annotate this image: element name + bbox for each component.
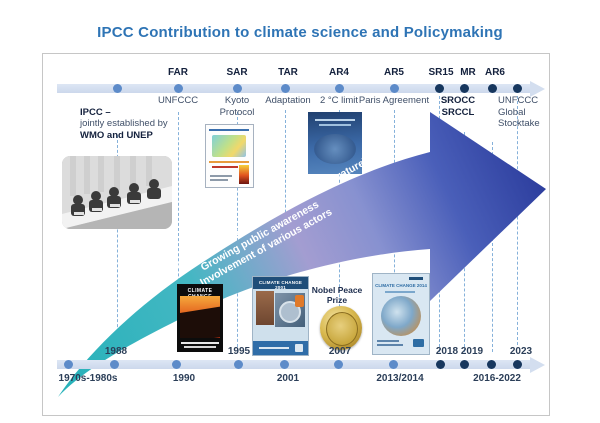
top-dot-future <box>513 84 522 93</box>
top-timeline-arrowhead <box>530 80 545 97</box>
top-dot-ipcc <box>113 84 122 93</box>
year-2016-2022: 2016-2022 <box>473 373 521 384</box>
connector-dash-ar6 <box>492 142 493 352</box>
year-2007: 2007 <box>328 346 352 357</box>
tar-cover-title: CLIMATE CHANGE 2001 <box>258 280 303 290</box>
nobel-medal <box>320 306 362 350</box>
year-1988: 1988 <box>104 346 128 357</box>
event-unfccc: UNFCCC <box>157 95 199 106</box>
report-label-ar4: AR4 <box>328 67 350 78</box>
top-dot-ar5 <box>390 84 399 93</box>
tar-collage-right <box>275 293 305 327</box>
bottom-dot-2023 <box>513 360 522 369</box>
report-label-ar5: AR5 <box>383 67 405 78</box>
ar4-map-graphic <box>314 134 356 164</box>
event-global-stocktake: UNFCCC Global Stocktake <box>498 95 540 129</box>
sar-report-cover <box>205 124 254 188</box>
event-kyoto: Kyoto Protocol <box>219 95 255 118</box>
tar-cover-header: CLIMATE CHANGE 2001 <box>253 277 308 290</box>
tar-cover-footer <box>253 341 308 355</box>
far-cover-art <box>180 296 220 338</box>
event-2c-limit: 2 °C limit <box>319 95 359 106</box>
top-dot-sr15 <box>435 84 444 93</box>
bottom-dot-1970s <box>64 360 73 369</box>
ar5-globe-graphic <box>381 296 421 336</box>
ar5-report-cover: CLIMATE CHANGE 2014 <box>372 273 430 355</box>
bottom-dot-1988 <box>110 360 119 369</box>
year-2019: 2019 <box>460 346 484 357</box>
tar-collage-left <box>256 291 274 325</box>
bottom-dot-2007 <box>334 360 343 369</box>
top-dot-ar4 <box>335 84 344 93</box>
ar5-cover-title: CLIMATE CHANGE 2014 <box>375 283 427 288</box>
report-label-far: FAR <box>168 67 188 78</box>
top-dot-tar <box>281 84 290 93</box>
report-label-tar: TAR <box>278 67 298 78</box>
ipcc-founding-photo <box>62 156 172 229</box>
sar-map-graphic <box>212 135 246 157</box>
connector-dash-2023 <box>517 96 518 345</box>
far-report-cover: CLIMATE CHANGE <box>177 284 223 352</box>
top-dot-mr <box>460 84 469 93</box>
report-label-mr: MR <box>460 67 476 78</box>
sar-color-bar <box>239 165 249 184</box>
top-timeline-bar <box>57 84 530 93</box>
year-2013-2014: 2013/2014 <box>376 373 424 384</box>
report-label-sar: SAR <box>226 67 248 78</box>
page-title: IPCC Contribution to climate science and… <box>97 24 503 41</box>
event-srocc-srccl: SROCC SRCCL <box>440 95 476 118</box>
tar-report-cover: CLIMATE CHANGE 2001 <box>252 276 309 356</box>
bottom-dot-2018 <box>436 360 445 369</box>
event-adaptation: Adaptation <box>265 95 311 106</box>
year-1970s-1980s: 1970s-1980s <box>58 373 118 384</box>
year-1995: 1995 <box>227 346 251 357</box>
bottom-dot-2013 <box>389 360 398 369</box>
bottom-timeline-arrowhead <box>530 356 545 373</box>
connector-dash-sr15 <box>439 96 440 352</box>
bottom-dot-1990 <box>172 360 181 369</box>
bottom-dot-2019 <box>460 360 469 369</box>
year-2023: 2023 <box>509 346 533 357</box>
bottom-dot-2016-2022 <box>487 360 496 369</box>
nobel-medal-face <box>326 312 358 346</box>
nobel-prize-label: Nobel Peace Prize <box>311 285 363 305</box>
connector-dash-mr <box>464 132 465 352</box>
report-label-sr15: SR15 <box>428 67 454 78</box>
year-2018: 2018 <box>435 346 459 357</box>
bottom-dot-2001 <box>280 360 289 369</box>
year-1990: 1990 <box>172 373 196 384</box>
top-dot-sar <box>233 84 242 93</box>
year-2001: 2001 <box>276 373 300 384</box>
report-label-ar6: AR6 <box>484 67 506 78</box>
bottom-dot-1995 <box>234 360 243 369</box>
top-dot-ar6 <box>488 84 497 93</box>
event-paris-agreement: Paris Agreement <box>358 95 430 106</box>
top-dot-far <box>174 84 183 93</box>
